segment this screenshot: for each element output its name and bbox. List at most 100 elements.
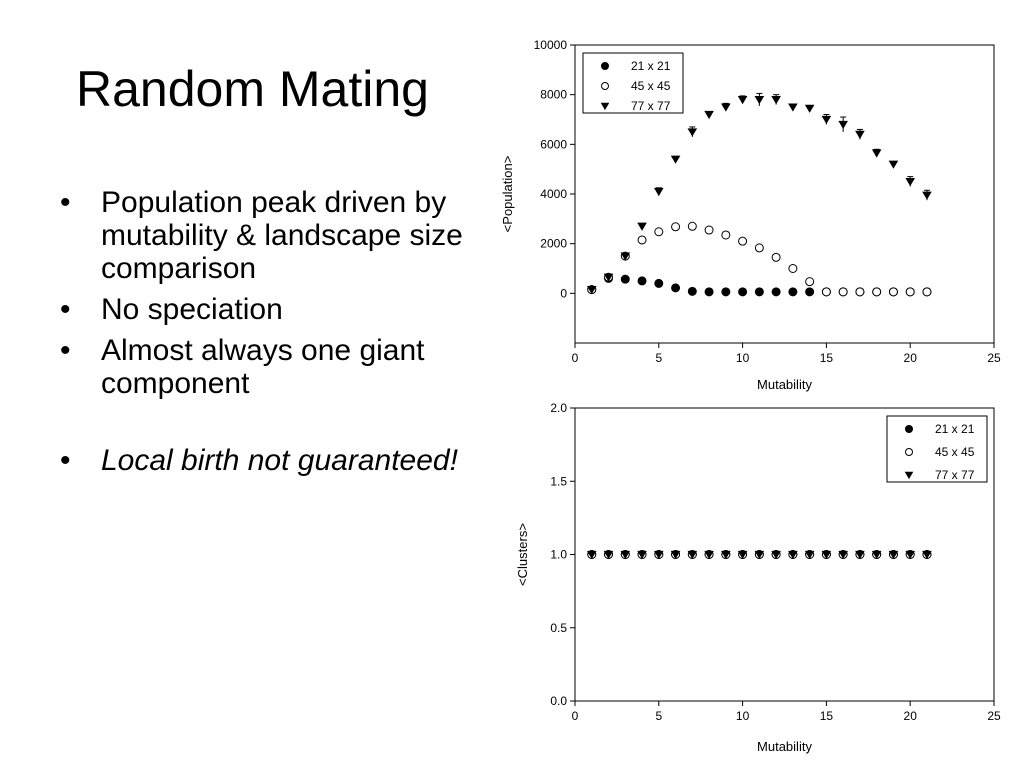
data-point [620, 252, 631, 261]
data-point [687, 550, 698, 560]
data-point [805, 277, 815, 287]
data-point [771, 550, 781, 560]
legend-label: 77 x 77 [631, 99, 671, 113]
data-point [637, 235, 647, 245]
data-point [922, 550, 932, 560]
data-point [771, 287, 781, 297]
data-series [586, 92, 932, 295]
data-point [637, 276, 647, 286]
data-point [821, 287, 831, 297]
data-point [922, 191, 932, 200]
y-tick-label: 10000 [534, 38, 568, 52]
data-point [737, 96, 748, 105]
data-point [654, 187, 664, 197]
data-point [721, 103, 731, 112]
y-tick-label: 8000 [540, 88, 567, 102]
x-tick-label: 15 [820, 351, 834, 365]
bullet-item: No speciation [58, 293, 498, 326]
data-point [754, 96, 765, 105]
data-point [838, 287, 848, 297]
data-point [771, 96, 781, 105]
data-point [788, 264, 798, 273]
data-point [788, 287, 798, 297]
x-tick-label: 25 [987, 709, 1001, 723]
bullet-list: Population peak driven by mutability & l… [58, 186, 498, 485]
data-point [821, 115, 832, 125]
data-point [838, 120, 848, 130]
x-tick-label: 0 [572, 351, 579, 365]
bullet-item-text: Local birth not guaranteed! [101, 444, 458, 477]
data-point [620, 550, 631, 560]
data-point [738, 236, 748, 246]
bullet-item: Almost always one giant component [58, 334, 498, 400]
bullet-item: Local birth not guaranteed! [58, 444, 498, 477]
data-point [654, 227, 664, 237]
legend-label: 21 x 21 [935, 422, 975, 436]
y-tick-label: 1.0 [550, 548, 567, 562]
data-point [888, 160, 899, 169]
data-point [738, 287, 748, 297]
data-point [754, 550, 765, 560]
x-tick-label: 25 [987, 351, 1001, 365]
data-point [600, 102, 610, 111]
data-point [737, 550, 748, 560]
data-point [888, 287, 898, 297]
x-tick-label: 20 [904, 709, 918, 723]
bullet-item: Population peak driven by mutability & l… [58, 186, 498, 285]
data-point [671, 222, 681, 232]
data-point [905, 177, 915, 187]
data-point [704, 287, 714, 297]
data-point [671, 283, 681, 293]
y-axis-label: <Clusters> [515, 523, 530, 586]
y-axis-label: <Population> [500, 156, 515, 233]
x-tick-label: 0 [572, 709, 579, 723]
x-axis-label: Mutability [757, 377, 812, 392]
data-point [704, 550, 714, 560]
y-tick-label: 0.5 [550, 621, 567, 635]
x-tick-label: 15 [820, 709, 834, 723]
data-point [788, 550, 798, 560]
x-tick-label: 5 [655, 709, 662, 723]
data-point [637, 550, 647, 560]
legend-label: 45 x 45 [631, 79, 671, 93]
data-point [601, 82, 609, 90]
data-point [586, 286, 597, 295]
data-point [586, 550, 597, 560]
data-point [670, 155, 681, 164]
data-point [670, 550, 681, 560]
data-point [855, 550, 865, 560]
legend-label: 77 x 77 [935, 468, 975, 482]
data-point [654, 278, 664, 288]
data-point [687, 128, 698, 137]
x-tick-label: 10 [736, 351, 750, 365]
y-tick-label: 2.0 [550, 401, 567, 415]
data-point [721, 287, 731, 297]
data-point [871, 550, 882, 560]
x-axis-label: Mutability [757, 739, 812, 754]
data-point [855, 130, 865, 139]
data-point [687, 286, 697, 296]
x-tick-label: 5 [655, 351, 662, 365]
data-point [821, 550, 832, 560]
x-tick-label: 20 [904, 351, 918, 365]
y-tick-label: 1.5 [550, 474, 567, 488]
data-point [838, 550, 848, 560]
legend-box [886, 415, 988, 483]
legend-label: 45 x 45 [935, 445, 975, 459]
data-point [788, 103, 798, 112]
data-point [721, 230, 731, 240]
slide-title: Random Mating [76, 61, 429, 117]
legend-box [582, 52, 684, 114]
data-point [871, 149, 882, 158]
data-point [804, 104, 815, 113]
data-point [904, 471, 914, 480]
data-point [603, 273, 614, 282]
data-point [922, 287, 932, 297]
data-point [721, 550, 731, 560]
y-tick-label: 0 [560, 286, 567, 300]
data-point [754, 287, 764, 297]
data-point [654, 550, 664, 560]
data-point [704, 225, 714, 235]
data-point [687, 221, 697, 231]
